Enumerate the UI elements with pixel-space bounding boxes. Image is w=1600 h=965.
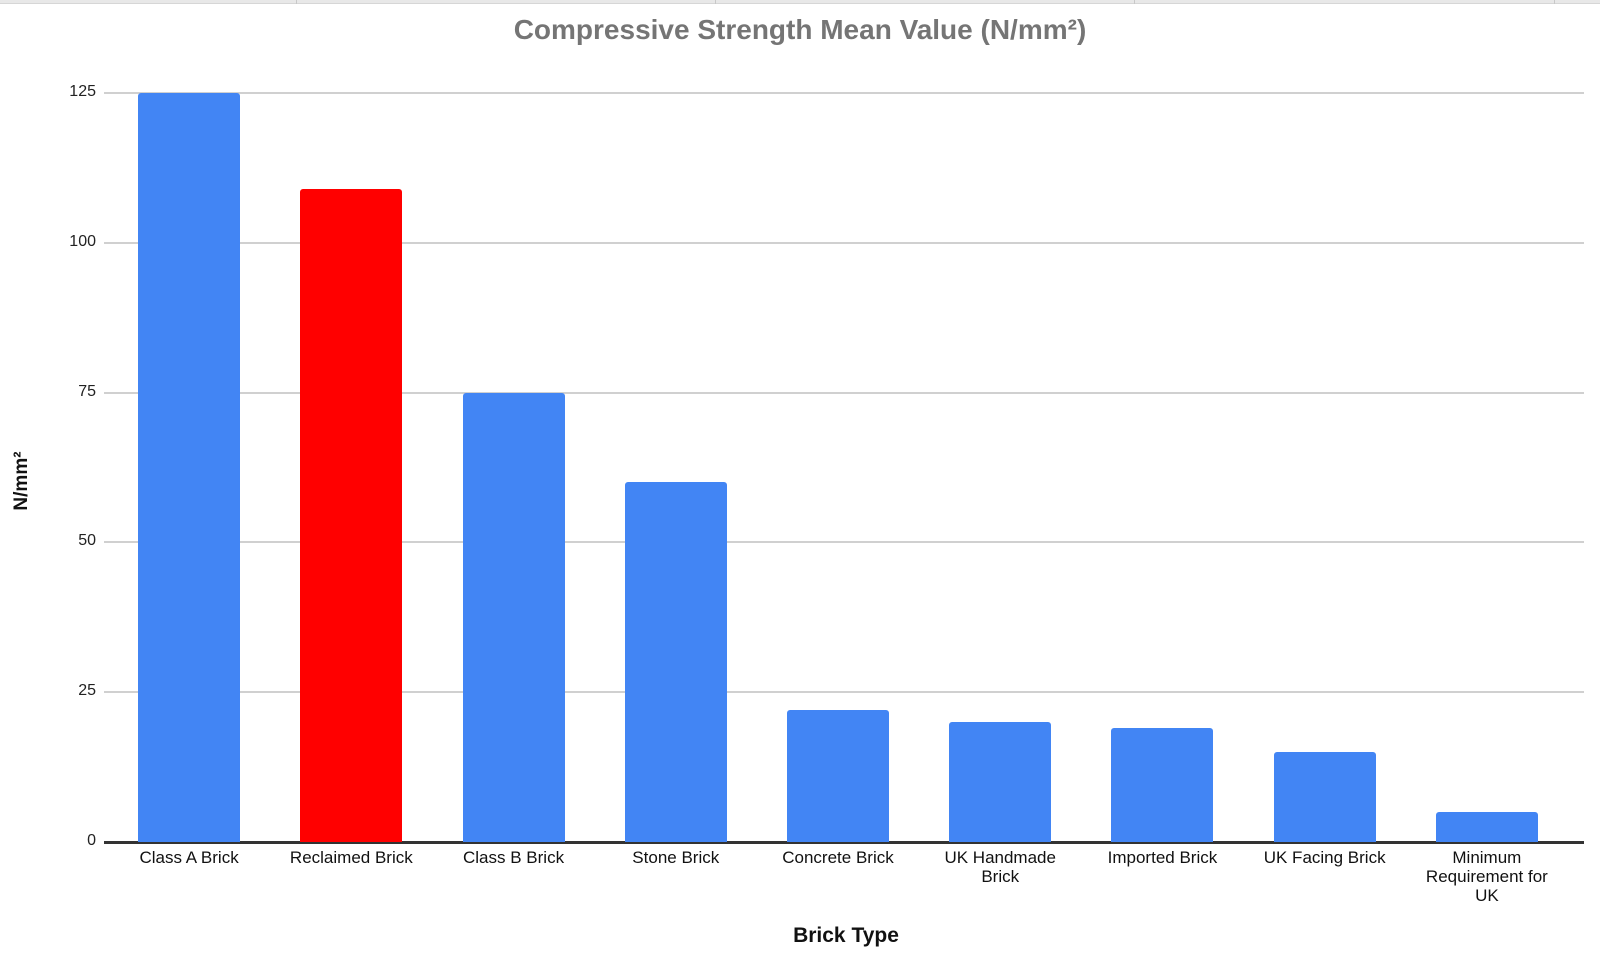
- bar-minimum-requirement-for-uk[interactable]: [1435, 812, 1538, 842]
- y-tick-label: 25: [78, 682, 96, 700]
- x-tick-label: UK Facing Brick: [1263, 848, 1386, 867]
- gridline: [104, 241, 1584, 244]
- bar-uk-handmade-brick[interactable]: [949, 722, 1052, 842]
- y-tick-label: 0: [87, 832, 96, 849]
- y-tick-label: 50: [78, 532, 96, 550]
- x-axis-line: [104, 841, 1584, 844]
- column-divider: [1134, 0, 1135, 4]
- column-divider: [1554, 0, 1555, 4]
- chart-title: Compressive Strength Mean Value (N/mm²): [513, 14, 1087, 45]
- x-axis-label: Brick Type: [793, 924, 899, 947]
- y-tick-label: 100: [69, 232, 96, 250]
- bar-class-b-brick[interactable]: [462, 392, 565, 842]
- bar-uk-facing-brick[interactable]: [1273, 752, 1376, 842]
- x-tick-label: Reclaimed Brick: [289, 848, 413, 867]
- x-tick-label: UK Handmade Brick: [944, 848, 1056, 886]
- bar-concrete-brick[interactable]: [787, 710, 889, 842]
- y-axis-label: N/mm²: [11, 451, 32, 511]
- column-divider: [715, 0, 716, 4]
- x-tick-label: Class A Brick: [139, 848, 239, 867]
- gridline: [104, 541, 1584, 544]
- gridline: [104, 92, 1584, 94]
- x-tick-label: Concrete Brick: [782, 848, 894, 867]
- y-tick-label: 75: [78, 382, 96, 400]
- column-divider: [296, 0, 297, 4]
- bar-reclaimed-brick[interactable]: [300, 188, 403, 842]
- x-tick-label: Imported Brick: [1107, 848, 1218, 867]
- gridline: [104, 391, 1584, 394]
- top-border: [0, 0, 1600, 4]
- bar-class-a-brick[interactable]: [138, 93, 241, 842]
- x-tick-label: Minimum Requirement for UK: [1425, 848, 1548, 905]
- bar-stone-brick[interactable]: [624, 482, 727, 842]
- plot-area: 0 25 50 75 100 125 Class A Brick Reclaimed Bric…: [69, 83, 1584, 905]
- y-tick-label: 125: [69, 83, 96, 100]
- bar-imported-brick[interactable]: [1111, 728, 1214, 842]
- x-tick-label: Stone Brick: [632, 848, 720, 867]
- gridline: [104, 691, 1584, 694]
- x-tick-label: Class B Brick: [463, 848, 565, 867]
